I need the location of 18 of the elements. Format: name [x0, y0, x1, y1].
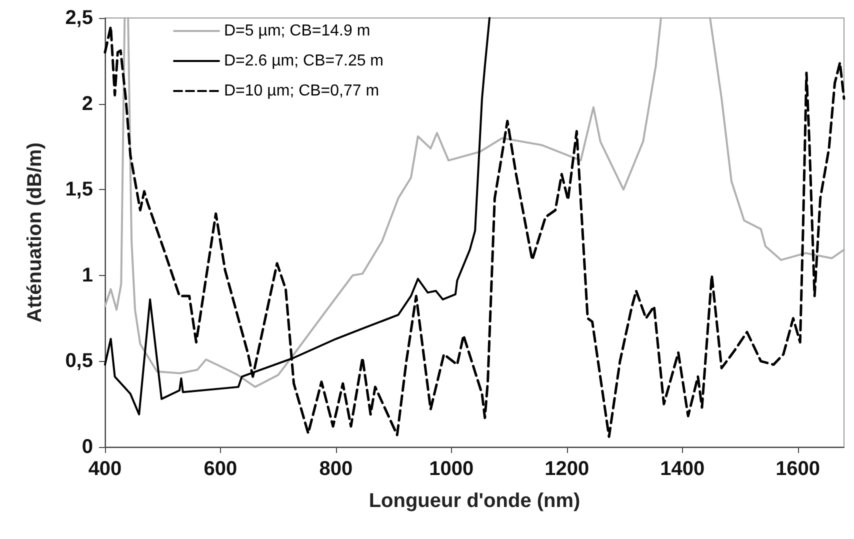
y-axis-title: Atténuation (dB/m) [24, 142, 46, 322]
y-tick-label: 2 [82, 92, 93, 115]
y-tick-label: 1,5 [65, 178, 93, 201]
y-tick-label: 0 [82, 436, 93, 458]
y-tick-label: 1 [82, 264, 93, 286]
x-tick-label: 600 [204, 458, 238, 480]
legend-label: D=2.6 µm; CB=7.25 m [224, 52, 384, 70]
y-tick-label: 0,5 [65, 350, 93, 372]
x-tick-label: 1000 [429, 458, 474, 480]
x-tick-label: 1600 [776, 458, 820, 480]
legend-label: D=10 µm; CB=0,77 m [224, 82, 380, 100]
legend-label: D=5 µm; CB=14.9 m [224, 22, 370, 40]
x-tick-label: 400 [88, 458, 122, 480]
y-tick-label: 2,5 [65, 7, 93, 29]
x-tick-label: 800 [319, 458, 353, 480]
x-tick-label: 1400 [660, 458, 705, 480]
x-axis-title: Longueur d'onde (nm) [368, 490, 580, 512]
x-tick-label: 1200 [544, 458, 590, 480]
